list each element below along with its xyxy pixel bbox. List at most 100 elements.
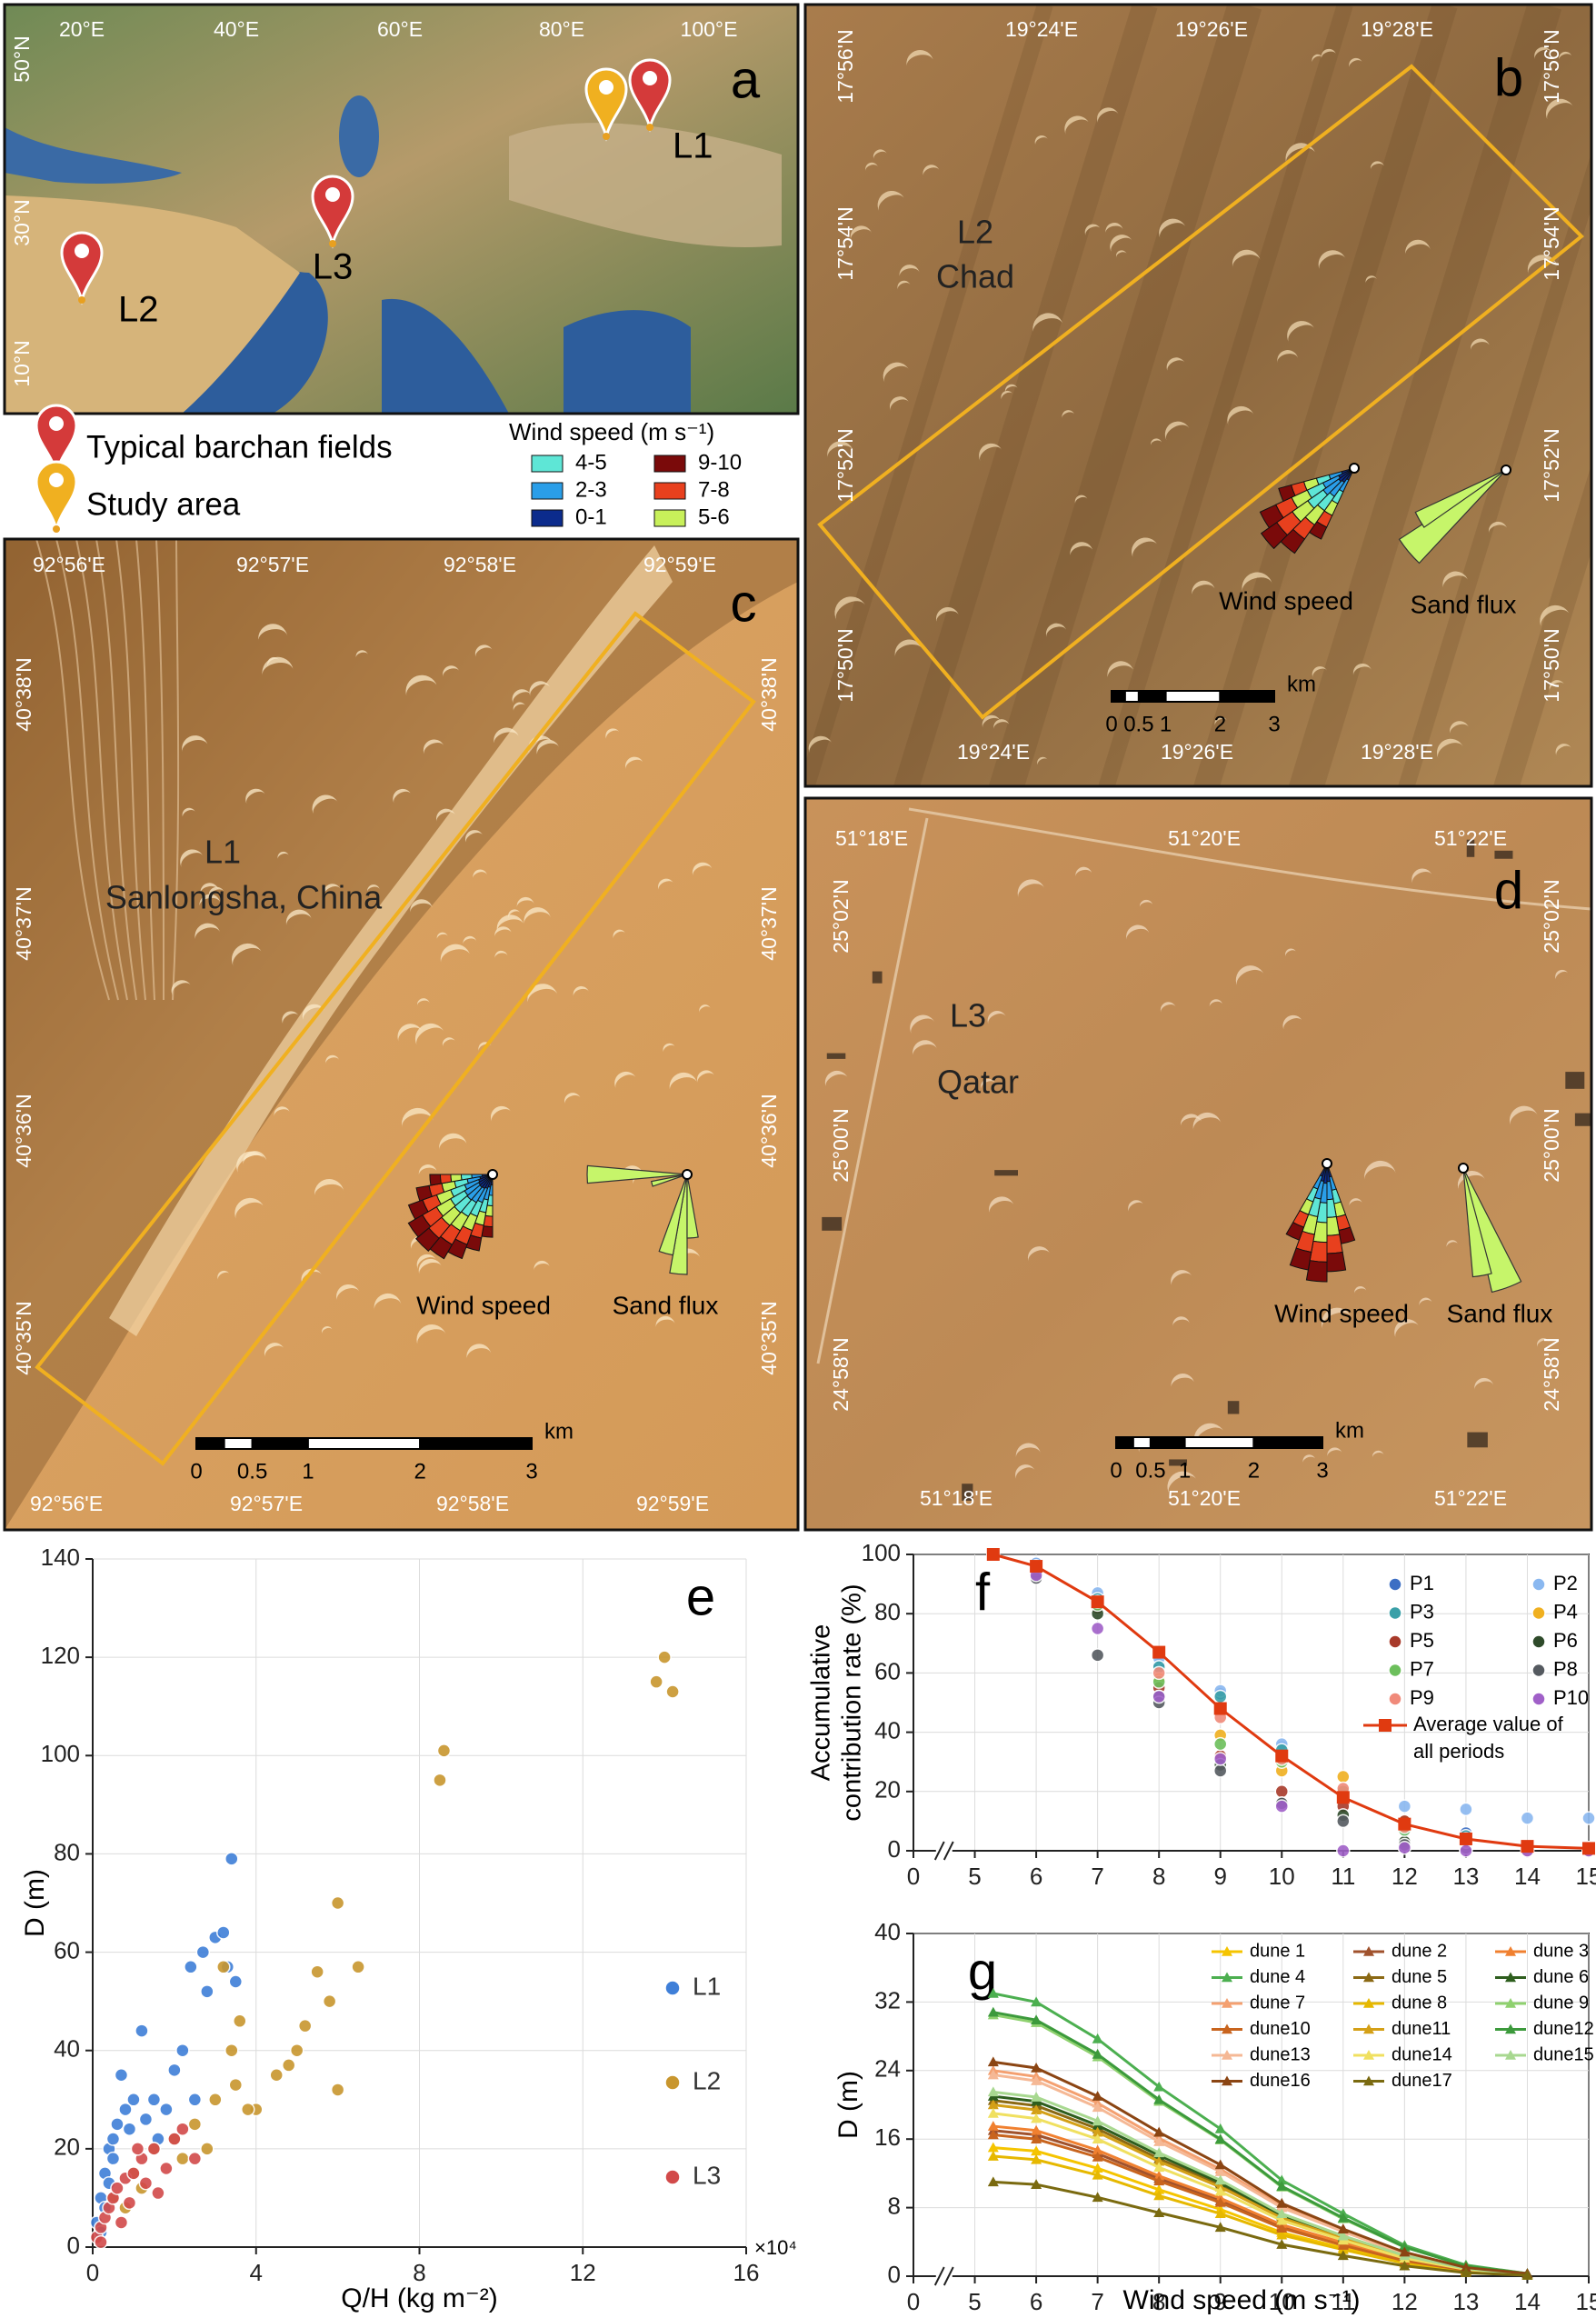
x-axis-label: Wind speed (m s⁻¹) bbox=[1123, 2285, 1361, 2315]
sand-petal bbox=[686, 1174, 699, 1239]
lat-label: 40°37'N bbox=[12, 886, 35, 960]
dune bbox=[1227, 406, 1254, 425]
scale-segment bbox=[223, 1437, 254, 1450]
scale-segment bbox=[1115, 1436, 1134, 1449]
dune bbox=[981, 1078, 996, 1090]
data-point bbox=[110, 2117, 125, 2132]
scale-unit: km bbox=[544, 1419, 574, 1444]
dune bbox=[1126, 924, 1150, 941]
legend-marker bbox=[1505, 1972, 1516, 1983]
data-point bbox=[122, 2122, 137, 2136]
data-point bbox=[159, 2161, 174, 2176]
legend-label: P4 bbox=[1553, 1600, 1578, 1623]
data-point bbox=[1212, 1752, 1228, 1766]
legend-marker bbox=[1222, 1998, 1232, 2008]
y-tick-label: 60 bbox=[54, 1936, 80, 1963]
data-point bbox=[1582, 1842, 1595, 1855]
map-label: 80°E bbox=[539, 17, 584, 41]
legend-marker bbox=[664, 1980, 681, 1996]
legend-marker bbox=[1222, 2050, 1232, 2060]
streak bbox=[1288, 5, 1562, 786]
legend-label: P8 bbox=[1553, 1657, 1578, 1680]
map-label: 19°28'E bbox=[1361, 17, 1433, 41]
streak bbox=[1098, 5, 1353, 786]
map-background bbox=[805, 5, 1591, 786]
data-point bbox=[665, 1684, 680, 1699]
legend-label: dune 8 bbox=[1392, 1993, 1447, 2013]
dune bbox=[410, 899, 433, 914]
y-tick-label: 80 bbox=[54, 1838, 80, 1865]
data-point bbox=[1397, 1799, 1412, 1813]
channel bbox=[155, 539, 165, 1001]
dark-spot bbox=[1169, 1459, 1188, 1466]
dune bbox=[1411, 868, 1432, 884]
channel bbox=[115, 539, 146, 1001]
dune bbox=[208, 886, 224, 899]
rose-label: Sand flux bbox=[1447, 1299, 1553, 1327]
dune bbox=[1075, 866, 1092, 877]
data-point bbox=[986, 1548, 1000, 1561]
data-point bbox=[269, 2068, 284, 2083]
y-axis-label: contribution rate (%) bbox=[838, 1584, 867, 1821]
data-point bbox=[175, 2122, 190, 2136]
dune bbox=[889, 396, 909, 411]
dune bbox=[418, 1258, 442, 1275]
dune bbox=[913, 1040, 937, 1056]
dune bbox=[415, 1024, 444, 1046]
dune bbox=[182, 735, 208, 753]
panel-letter: c bbox=[731, 574, 757, 633]
legend-label: dune 7 bbox=[1250, 1993, 1305, 2013]
dune bbox=[655, 1315, 675, 1328]
rose-sector bbox=[1326, 1234, 1343, 1254]
site-label: Chad bbox=[936, 258, 1014, 295]
dune bbox=[1370, 161, 1384, 170]
legend-marker bbox=[664, 2074, 681, 2091]
dune bbox=[1555, 744, 1571, 756]
legend-label: 5-6 bbox=[698, 505, 730, 529]
data-point bbox=[289, 2043, 304, 2058]
dune bbox=[1214, 716, 1228, 726]
pin-hole bbox=[75, 244, 89, 258]
axis-break bbox=[933, 1841, 945, 1861]
data-point bbox=[322, 1993, 337, 2009]
dune bbox=[1540, 605, 1570, 628]
streak bbox=[805, 5, 1053, 786]
map-label: 51°20'E bbox=[1168, 826, 1241, 850]
scale-label: 1 bbox=[302, 1459, 314, 1484]
dune bbox=[494, 727, 520, 744]
map-label: 40°E bbox=[214, 17, 259, 41]
sea bbox=[5, 127, 182, 184]
scale-label: 2 bbox=[1214, 712, 1226, 736]
data-point bbox=[1276, 2174, 1288, 2185]
rose-sector bbox=[450, 1174, 463, 1183]
data-point bbox=[216, 1960, 231, 1974]
road bbox=[908, 807, 1591, 911]
data-point bbox=[1153, 2207, 1165, 2218]
scale-segment bbox=[1137, 690, 1167, 703]
dune bbox=[1015, 1443, 1041, 1458]
dune bbox=[1116, 250, 1127, 258]
lat-label: 10°N bbox=[10, 340, 34, 386]
dune bbox=[614, 1072, 636, 1089]
dune bbox=[1364, 1160, 1396, 1181]
scale-segment bbox=[1164, 690, 1222, 703]
data-point bbox=[987, 2056, 999, 2067]
dune bbox=[410, 1235, 431, 1250]
dune bbox=[1180, 1114, 1202, 1127]
dune bbox=[1132, 537, 1158, 558]
data-point bbox=[138, 2112, 154, 2127]
data-point bbox=[310, 1964, 324, 1979]
streak bbox=[1192, 5, 1458, 786]
dune bbox=[1322, 1307, 1352, 1330]
dune bbox=[1232, 249, 1261, 268]
dune bbox=[443, 665, 460, 677]
dune bbox=[663, 1043, 675, 1053]
sand-rose bbox=[586, 1164, 699, 1275]
streak bbox=[893, 5, 1158, 786]
axis-break bbox=[943, 2266, 954, 2286]
data-point bbox=[167, 2132, 182, 2146]
dune bbox=[439, 1133, 467, 1151]
data-point bbox=[224, 1852, 239, 1866]
data-point bbox=[1091, 1595, 1104, 1609]
scale-label: 3 bbox=[1268, 712, 1280, 736]
